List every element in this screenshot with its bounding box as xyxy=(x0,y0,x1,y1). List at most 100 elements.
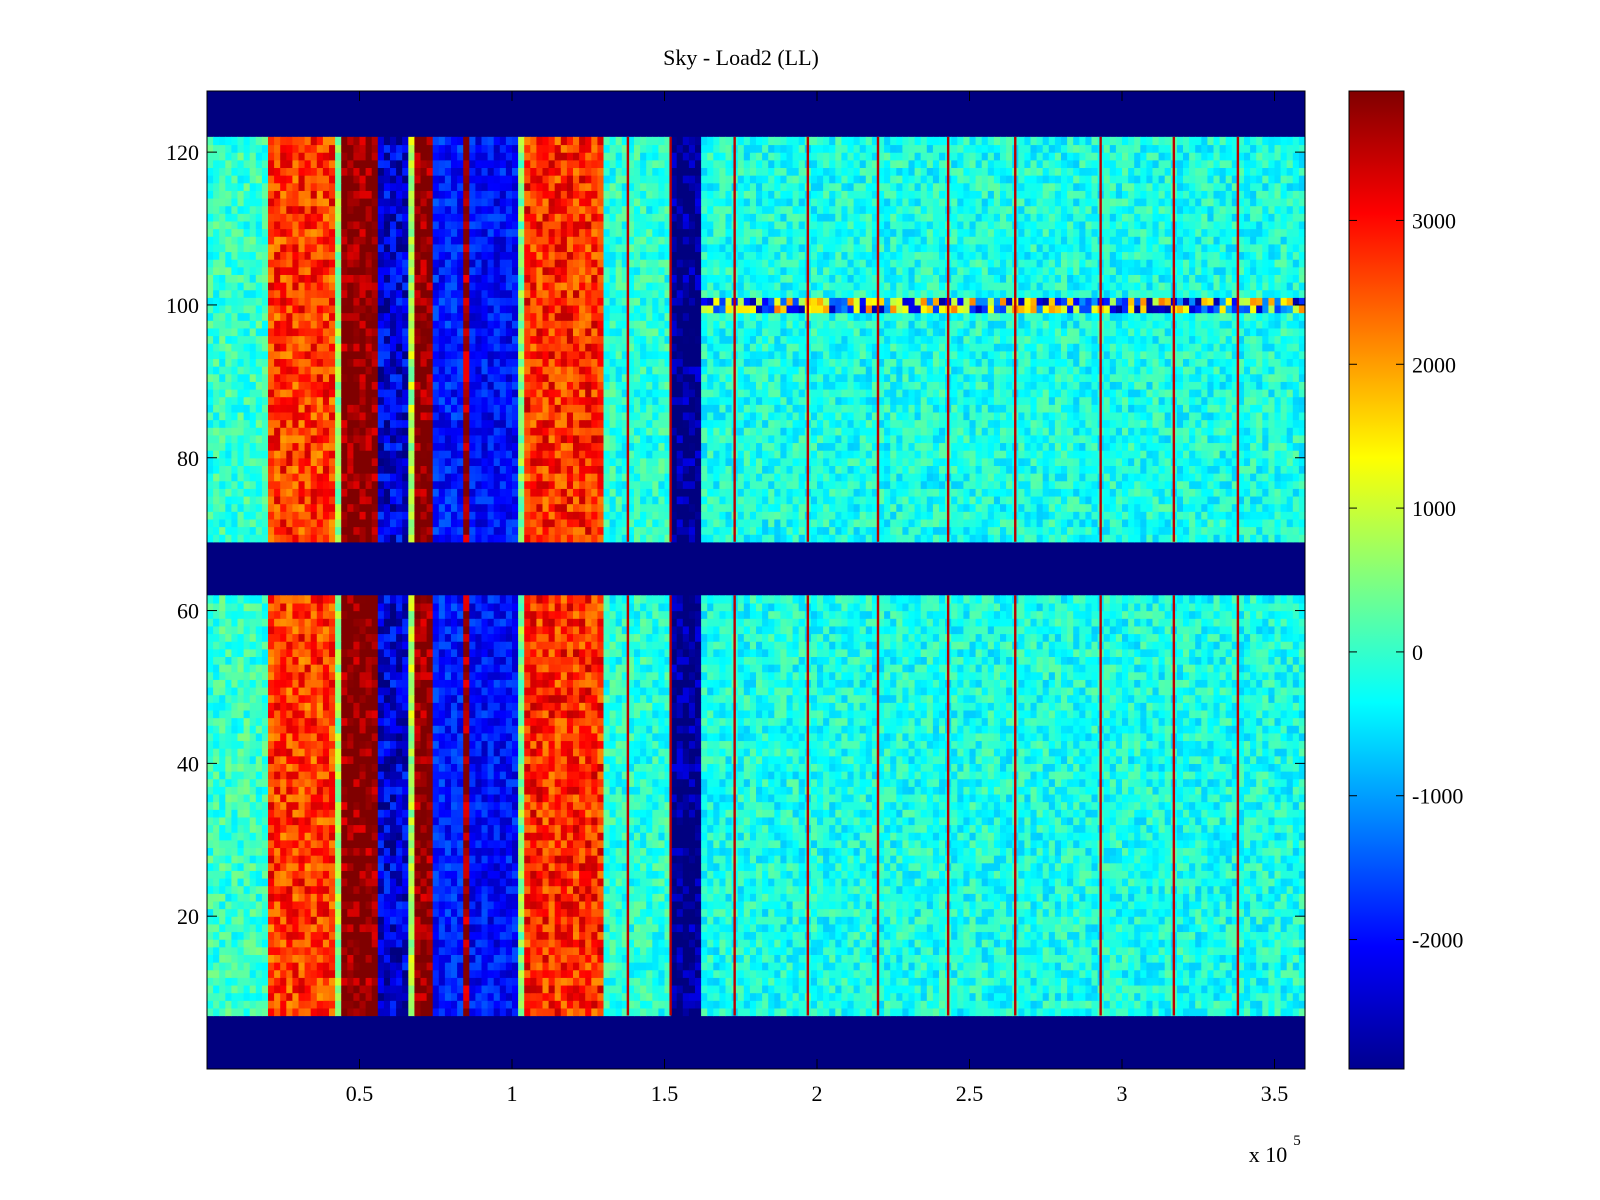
heatmap-cell xyxy=(1104,870,1111,878)
heatmap-cell xyxy=(915,832,922,840)
heatmap-cell xyxy=(439,870,446,878)
heatmap-cell xyxy=(292,870,299,878)
heatmap-cell xyxy=(902,802,909,810)
heatmap-cell xyxy=(384,916,391,924)
heatmap-cell xyxy=(256,931,263,939)
heatmap-cell xyxy=(274,840,281,848)
heatmap-cell xyxy=(347,1000,354,1008)
heatmap-cell xyxy=(536,916,543,924)
heatmap-cell xyxy=(225,931,232,939)
heatmap-cell xyxy=(902,1000,909,1008)
heatmap-cell xyxy=(793,901,800,909)
heatmap-cell xyxy=(469,954,476,962)
heatmap-cell xyxy=(921,985,928,993)
heatmap-cell xyxy=(512,939,519,947)
heatmap-cell xyxy=(1146,847,1153,855)
heatmap-cell xyxy=(268,886,275,894)
heatmap-cell xyxy=(780,954,787,962)
heatmap-cell xyxy=(317,977,324,985)
heatmap-cell xyxy=(378,954,385,962)
heatmap-cell xyxy=(610,817,617,825)
heatmap-cell xyxy=(317,825,324,833)
heatmap-cell xyxy=(408,832,415,840)
heatmap-cell xyxy=(555,870,562,878)
heatmap-cell xyxy=(774,916,781,924)
heatmap-cell xyxy=(939,870,946,878)
heatmap-cell xyxy=(311,916,318,924)
heatmap-cell xyxy=(219,993,226,1001)
heatmap-cell xyxy=(274,825,281,833)
heatmap-cell xyxy=(360,939,367,947)
heatmap-cell xyxy=(884,947,891,955)
heatmap-cell xyxy=(530,893,537,901)
heatmap-cell xyxy=(372,817,379,825)
heatmap-cell xyxy=(1275,947,1282,955)
heatmap-cell xyxy=(933,802,940,810)
heatmap-cell xyxy=(488,878,495,886)
heatmap-cell xyxy=(512,977,519,985)
heatmap-cell xyxy=(793,962,800,970)
heatmap-cell xyxy=(1220,962,1227,970)
heatmap-cell xyxy=(701,947,708,955)
heatmap-cell xyxy=(311,817,318,825)
heatmap-cell xyxy=(1220,939,1227,947)
heatmap-cell xyxy=(793,924,800,932)
heatmap-cell xyxy=(1128,954,1135,962)
heatmap-cell xyxy=(1055,863,1062,871)
heatmap-cell xyxy=(1122,809,1129,817)
heatmap-cell xyxy=(646,802,653,810)
heatmap-cell xyxy=(829,901,836,909)
heatmap-cell xyxy=(555,809,562,817)
heatmap-cell xyxy=(1055,817,1062,825)
heatmap-cell xyxy=(677,855,684,863)
heatmap-cell xyxy=(317,924,324,932)
heatmap-cell xyxy=(390,817,397,825)
heatmap-cell xyxy=(909,878,916,886)
heatmap-cell xyxy=(1049,817,1056,825)
heatmap-cell xyxy=(305,1000,312,1008)
heatmap-cell xyxy=(1256,947,1263,955)
heatmap-cell xyxy=(512,893,519,901)
heatmap-cell xyxy=(854,901,861,909)
heatmap-cell xyxy=(305,962,312,970)
heatmap-cell xyxy=(268,977,275,985)
heatmap-cell xyxy=(756,924,763,932)
heatmap-cell xyxy=(1250,985,1257,993)
heatmap-cell xyxy=(970,962,977,970)
heatmap-cell xyxy=(543,802,550,810)
heatmap-cell xyxy=(299,954,306,962)
heatmap-cell xyxy=(860,870,867,878)
heatmap-cell xyxy=(1061,847,1068,855)
heatmap-cell xyxy=(329,909,336,917)
heatmap-cell xyxy=(695,970,702,978)
heatmap-cell xyxy=(957,809,964,817)
heatmap-cell xyxy=(494,909,501,917)
heatmap-cell xyxy=(695,924,702,932)
heatmap-cell xyxy=(286,947,293,955)
heatmap-cell xyxy=(567,924,574,932)
heatmap-cell xyxy=(768,893,775,901)
heatmap-cell xyxy=(1159,863,1166,871)
heatmap-cell xyxy=(1061,954,1068,962)
heatmap-cell xyxy=(1116,832,1123,840)
heatmap-cell xyxy=(1073,840,1080,848)
heatmap-cell xyxy=(1287,924,1294,932)
heatmap-cell xyxy=(286,840,293,848)
heatmap-cell xyxy=(1165,993,1172,1001)
heatmap-cell xyxy=(658,817,665,825)
heatmap-cell xyxy=(957,977,964,985)
heatmap-cell xyxy=(280,847,287,855)
heatmap-cell xyxy=(494,825,501,833)
heatmap-cell xyxy=(640,878,647,886)
heatmap-cell xyxy=(335,947,342,955)
heatmap-cell xyxy=(347,1008,354,1016)
heatmap-cell xyxy=(585,931,592,939)
heatmap-cell xyxy=(848,924,855,932)
heatmap-cell xyxy=(1024,1000,1031,1008)
heatmap-cell xyxy=(585,802,592,810)
heatmap-cell xyxy=(768,832,775,840)
heatmap-cell xyxy=(244,962,251,970)
heatmap-cell xyxy=(1159,924,1166,932)
heatmap-cell xyxy=(347,916,354,924)
heatmap-cell xyxy=(1256,1000,1263,1008)
